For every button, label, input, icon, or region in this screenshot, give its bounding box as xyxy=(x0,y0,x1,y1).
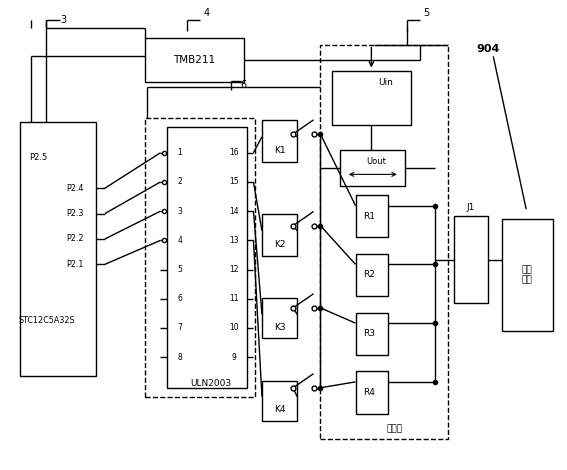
Text: 8: 8 xyxy=(177,352,182,362)
Text: P2.5: P2.5 xyxy=(29,153,47,162)
Bar xyxy=(356,313,388,355)
Text: J1: J1 xyxy=(467,203,475,212)
Text: 4: 4 xyxy=(204,8,210,18)
Bar xyxy=(454,216,488,303)
Text: R3: R3 xyxy=(363,329,375,338)
Text: K4: K4 xyxy=(274,405,285,414)
Text: 3: 3 xyxy=(177,207,182,216)
Text: P2.4: P2.4 xyxy=(66,184,84,193)
Text: 4: 4 xyxy=(177,236,182,245)
Text: Uout: Uout xyxy=(366,157,386,166)
Text: 15: 15 xyxy=(230,178,239,187)
Text: P2.2: P2.2 xyxy=(66,235,84,243)
Text: K3: K3 xyxy=(274,323,285,332)
Text: 13: 13 xyxy=(230,236,239,245)
Text: P2.3: P2.3 xyxy=(66,209,84,218)
Bar xyxy=(356,195,388,237)
Bar xyxy=(20,122,96,376)
Bar xyxy=(262,120,297,162)
Text: 12: 12 xyxy=(230,265,239,274)
Text: 1: 1 xyxy=(177,148,182,157)
Text: K2: K2 xyxy=(274,240,285,249)
Text: ULN2003: ULN2003 xyxy=(191,379,231,389)
Bar xyxy=(502,219,553,331)
Text: 3: 3 xyxy=(61,15,66,25)
Text: 6: 6 xyxy=(241,79,247,90)
Text: 5: 5 xyxy=(423,8,430,18)
Text: R1: R1 xyxy=(363,212,375,221)
Text: 904: 904 xyxy=(476,44,500,55)
Text: TMB211: TMB211 xyxy=(173,55,215,65)
Bar xyxy=(145,38,244,82)
Text: 2: 2 xyxy=(177,178,182,187)
Bar xyxy=(262,214,297,256)
Text: 恒流源: 恒流源 xyxy=(386,424,403,434)
Bar xyxy=(332,70,411,125)
Text: K1: K1 xyxy=(274,146,285,155)
Text: R2: R2 xyxy=(363,270,375,280)
Text: 氧氨
电极: 氧氨 电极 xyxy=(522,265,532,285)
Text: P2.1: P2.1 xyxy=(66,260,84,269)
Text: 5: 5 xyxy=(177,265,182,274)
Bar xyxy=(262,298,297,338)
Bar xyxy=(262,381,297,421)
Text: 7: 7 xyxy=(177,323,182,332)
Text: 9: 9 xyxy=(232,352,236,362)
Text: R4: R4 xyxy=(363,388,375,397)
Text: 16: 16 xyxy=(230,148,239,157)
Bar xyxy=(167,127,247,388)
Bar xyxy=(340,150,405,186)
Bar xyxy=(145,118,255,397)
Text: 14: 14 xyxy=(230,207,239,216)
Bar xyxy=(320,45,448,439)
Text: 6: 6 xyxy=(177,294,182,303)
Bar xyxy=(356,254,388,296)
Text: 11: 11 xyxy=(230,294,239,303)
Bar xyxy=(356,371,388,414)
Text: STC12C5A32S: STC12C5A32S xyxy=(18,316,75,325)
Text: 10: 10 xyxy=(230,323,239,332)
Text: Uin: Uin xyxy=(378,78,393,87)
